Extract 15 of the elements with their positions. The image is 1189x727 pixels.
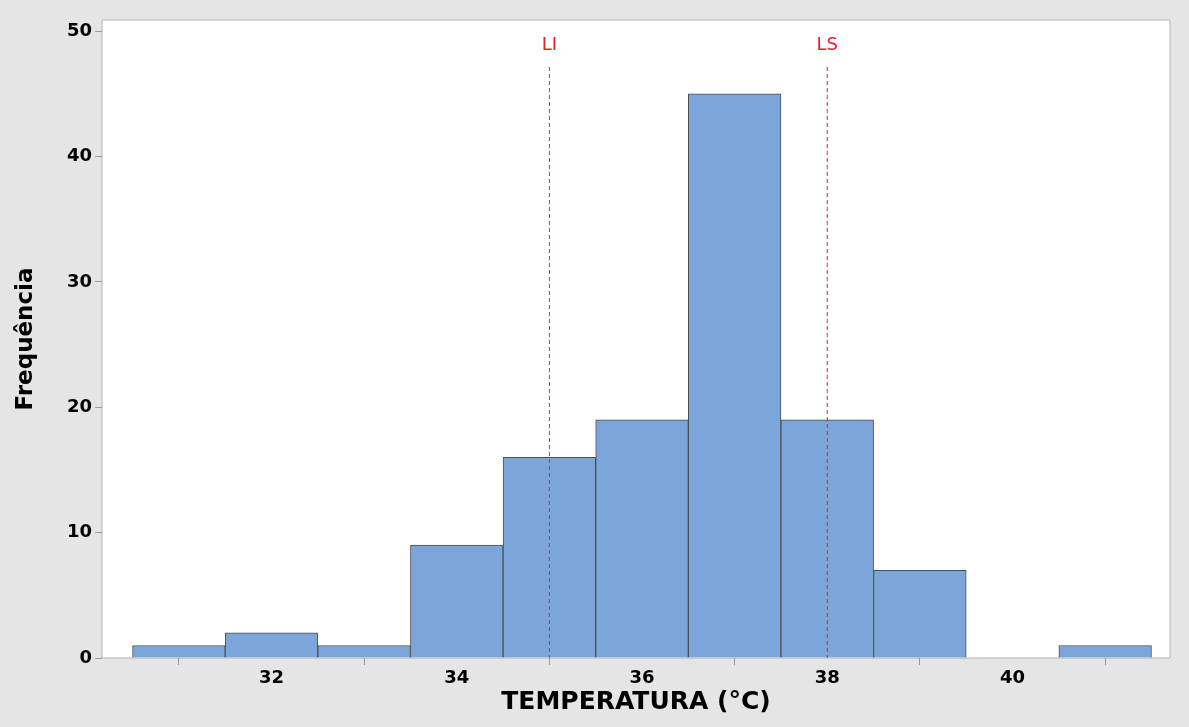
y-tick-label: 10: [66, 520, 92, 542]
y-tick-label: 0: [79, 645, 92, 667]
x-axis-title: TEMPERATURA (°C): [501, 685, 771, 715]
x-tick-label: 32: [258, 666, 285, 688]
x-tick-label: 38: [814, 666, 840, 688]
x-tick-label: 34: [444, 666, 470, 688]
y-tick-label: 50: [66, 18, 92, 40]
ref-line-label: LS: [816, 32, 839, 54]
y-axis-title: Frequência: [10, 267, 37, 411]
y-tick-label: 30: [66, 269, 92, 291]
x-tick-label: 36: [629, 666, 655, 688]
y-tick-label: 40: [66, 144, 92, 166]
y-tick-label: 20: [66, 394, 92, 416]
x-tick-label: 40: [1000, 666, 1026, 688]
ref-line-label: LI: [541, 32, 558, 54]
